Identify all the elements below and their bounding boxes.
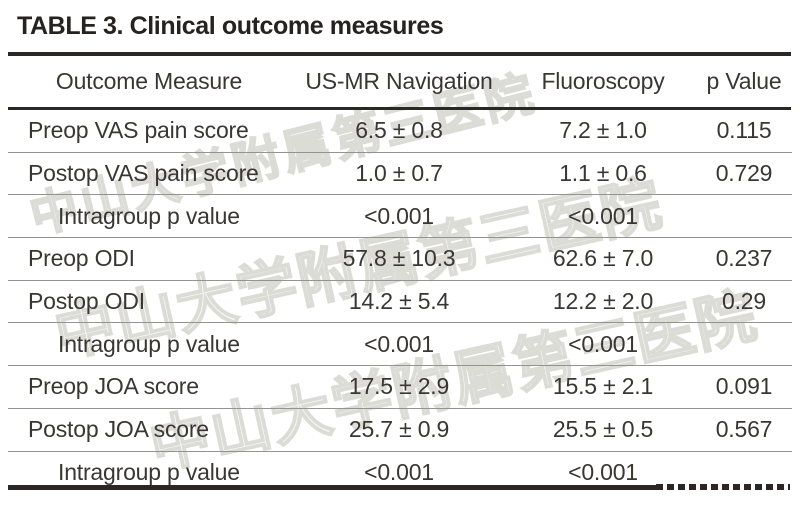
row-label: Intragroup p value bbox=[58, 458, 240, 485]
value-us-mr: 57.8 ± 10.3 bbox=[342, 245, 456, 272]
row-label: Intragroup p value bbox=[58, 202, 240, 229]
value-us-mr: 14.2 ± 5.4 bbox=[348, 288, 450, 315]
table-header-row: Outcome Measure US-MR Navigation Fluoros… bbox=[8, 56, 792, 107]
value-p: 0.567 bbox=[715, 416, 773, 443]
table-row: Intragroup p value <0.001 <0.001 bbox=[8, 452, 792, 494]
value-fluoroscopy: 62.6 ± 7.0 bbox=[552, 245, 654, 272]
row-label: Preop ODI bbox=[28, 245, 135, 272]
value-p: 0.729 bbox=[715, 160, 773, 187]
value-fluoroscopy: 12.2 ± 2.0 bbox=[552, 288, 654, 315]
header-rule-divider bbox=[8, 107, 791, 110]
row-label: Postop JOA score bbox=[28, 416, 209, 443]
row-label: Postop ODI bbox=[28, 288, 145, 315]
value-fluoroscopy: 25.5 ± 0.5 bbox=[552, 416, 654, 443]
table-row: Preop ODI 57.8 ± 10.3 62.6 ± 7.0 0.237 bbox=[8, 238, 792, 281]
table-row: Intragroup p value <0.001 <0.001 bbox=[8, 323, 792, 367]
table-row: Postop ODI 14.2 ± 5.4 12.2 ± 2.0 0.29 bbox=[8, 281, 792, 324]
value-us-mr: 6.5 ± 0.8 bbox=[355, 117, 443, 144]
value-p: 0.29 bbox=[722, 288, 766, 315]
column-header-outcome-measure: Outcome Measure bbox=[55, 68, 243, 94]
value-fluoroscopy: <0.001 bbox=[568, 458, 638, 485]
row-label: Intragroup p value bbox=[58, 330, 240, 357]
value-fluoroscopy: 15.5 ± 2.1 bbox=[552, 373, 654, 400]
column-header-p-value: p Value bbox=[706, 68, 782, 94]
value-p: 0.091 bbox=[715, 373, 773, 400]
value-fluoroscopy: 1.1 ± 0.6 bbox=[559, 160, 647, 187]
table-row: Intragroup p value <0.001 <0.001 bbox=[8, 195, 792, 239]
value-us-mr: <0.001 bbox=[364, 330, 434, 357]
bottom-rule-divider bbox=[8, 485, 656, 490]
row-label: Preop JOA score bbox=[28, 373, 199, 400]
value-fluoroscopy: 7.2 ± 1.0 bbox=[559, 117, 647, 144]
top-rule-divider bbox=[8, 52, 791, 56]
table-row: Preop JOA score 17.5 ± 2.9 15.5 ± 2.1 0.… bbox=[8, 366, 792, 409]
value-us-mr: <0.001 bbox=[364, 202, 434, 229]
column-header-us-mr-navigation: US-MR Navigation bbox=[305, 68, 493, 94]
value-us-mr: 25.7 ± 0.9 bbox=[348, 416, 450, 443]
table-body: Preop VAS pain score 6.5 ± 0.8 7.2 ± 1.0… bbox=[8, 110, 792, 493]
value-p: 0.115 bbox=[716, 117, 772, 144]
table-title: TABLE 3. Clinical outcome measures bbox=[17, 12, 444, 40]
value-us-mr: 17.5 ± 2.9 bbox=[348, 373, 450, 400]
scan-artifact-dashes bbox=[656, 484, 790, 490]
value-fluoroscopy: <0.001 bbox=[568, 330, 638, 357]
row-label: Postop VAS pain score bbox=[28, 160, 259, 187]
column-header-fluoroscopy: Fluoroscopy bbox=[541, 68, 665, 94]
table-row: Postop JOA score 25.7 ± 0.9 25.5 ± 0.5 0… bbox=[8, 409, 792, 452]
value-us-mr: <0.001 bbox=[364, 458, 434, 485]
value-fluoroscopy: <0.001 bbox=[568, 202, 638, 229]
table-row: Postop VAS pain score 1.0 ± 0.7 1.1 ± 0.… bbox=[8, 153, 792, 196]
table-row: Preop VAS pain score 6.5 ± 0.8 7.2 ± 1.0… bbox=[8, 110, 792, 153]
row-label: Preop VAS pain score bbox=[28, 117, 249, 144]
value-us-mr: 1.0 ± 0.7 bbox=[355, 160, 443, 187]
value-p: 0.237 bbox=[715, 245, 773, 272]
